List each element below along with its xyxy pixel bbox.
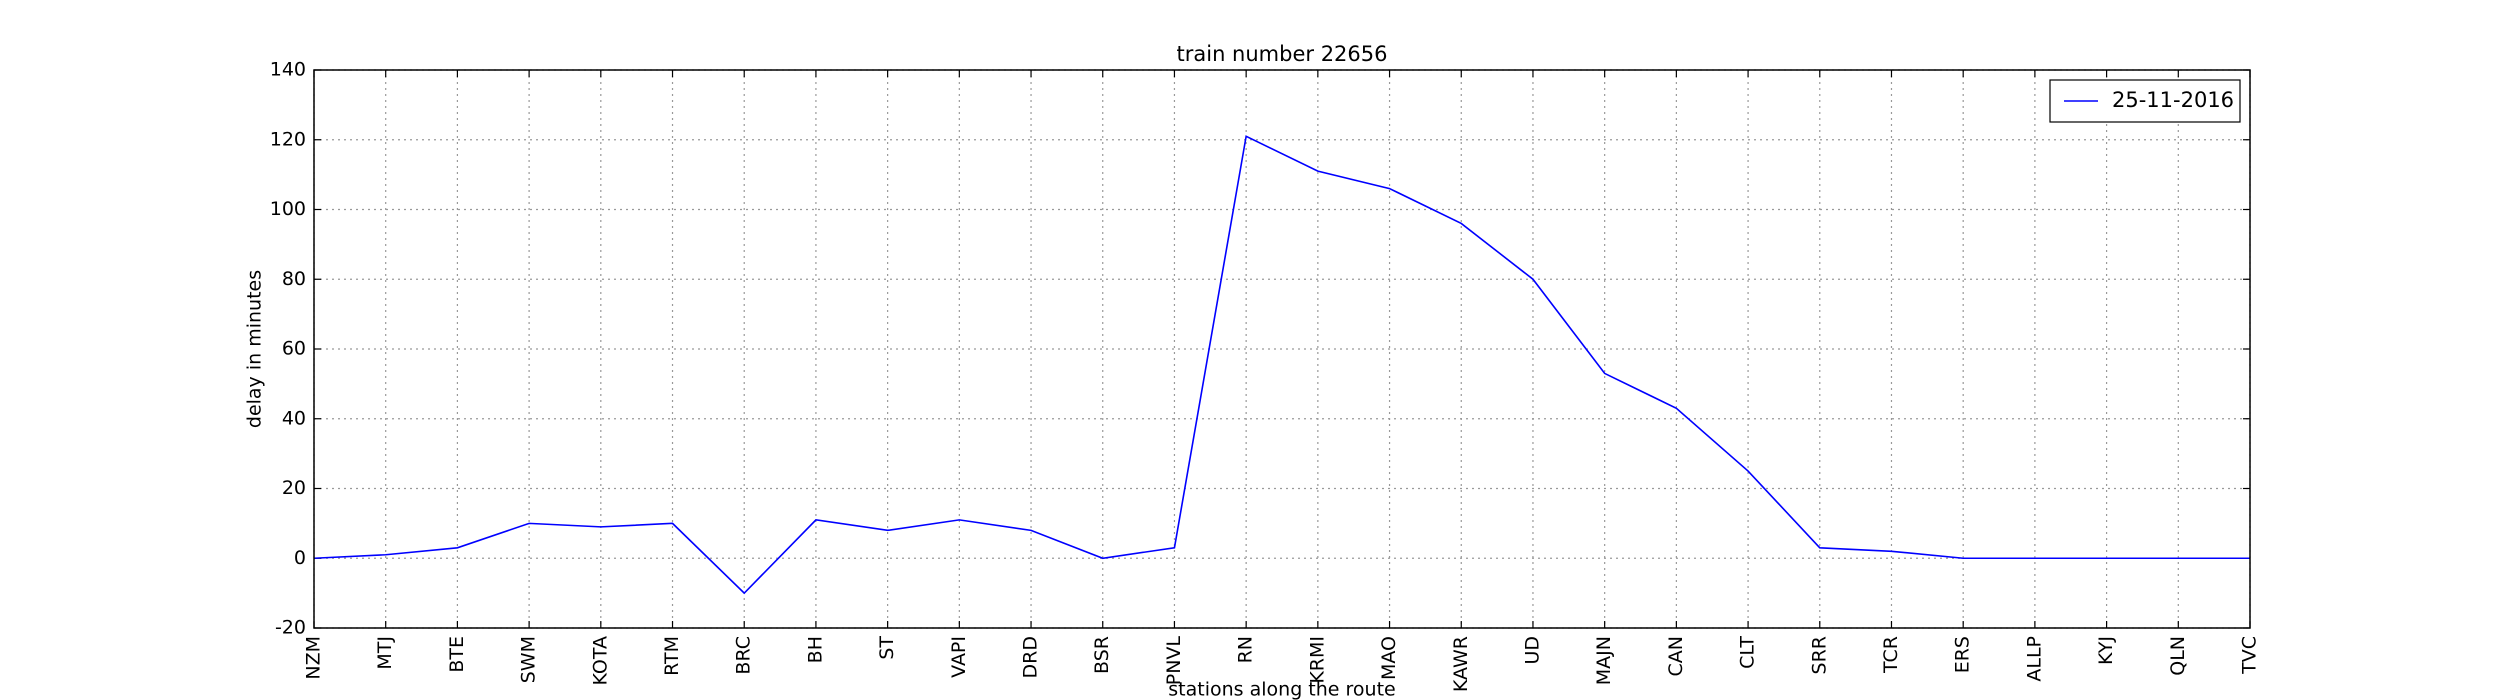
legend-label: 25-11-2016 bbox=[2112, 88, 2234, 112]
x-tick-label: KAWR bbox=[1450, 636, 1472, 692]
x-axis-label: stations along the route bbox=[1168, 679, 1395, 700]
x-tick-label: SWM bbox=[518, 636, 540, 683]
x-tick-label: MAJN bbox=[1593, 636, 1615, 685]
x-tick-label: VAPI bbox=[948, 636, 970, 678]
x-tick-label: ST bbox=[876, 636, 898, 660]
x-tick-label: RN bbox=[1235, 636, 1257, 663]
chart-title: train number 22656 bbox=[1177, 42, 1388, 66]
y-tick-label: 120 bbox=[270, 128, 306, 150]
y-tick-label: 0 bbox=[294, 547, 306, 569]
y-tick-label: 20 bbox=[282, 477, 306, 499]
x-tick-label: BRC bbox=[733, 636, 755, 675]
x-tick-label: BTE bbox=[446, 636, 468, 673]
y-axis-label: delay in minutes bbox=[244, 270, 266, 428]
x-tick-label: UD bbox=[1521, 636, 1543, 665]
x-tick-label: TVC bbox=[2239, 636, 2261, 675]
y-tick-label: 100 bbox=[270, 198, 306, 220]
x-tick-label: CLT bbox=[1737, 636, 1759, 669]
x-tick-label: BH bbox=[804, 636, 826, 663]
x-tick-label: MTJ bbox=[374, 636, 396, 670]
x-tick-label: CAN bbox=[1665, 636, 1687, 676]
y-tick-label: 140 bbox=[270, 59, 306, 81]
x-tick-label: RTM bbox=[661, 636, 683, 676]
y-tick-label: -20 bbox=[275, 617, 306, 639]
x-tick-label: QLN bbox=[2167, 636, 2189, 676]
y-tick-label: 80 bbox=[282, 268, 306, 290]
x-tick-label: KRMI bbox=[1306, 636, 1328, 684]
x-tick-label: ALLP bbox=[2023, 636, 2045, 682]
line-series bbox=[313, 135, 2250, 595]
x-tick-label: SRR bbox=[1808, 636, 1830, 674]
y-tick-label: 40 bbox=[282, 407, 306, 429]
x-tick-label: KOTA bbox=[589, 636, 611, 686]
x-tick-label: BSR bbox=[1091, 636, 1113, 674]
plot-frame bbox=[313, 69, 2251, 629]
x-tick-label: NZM bbox=[303, 636, 325, 680]
x-tick-label: TCR bbox=[1880, 636, 1902, 674]
x-tick-label: DRD bbox=[1020, 636, 1042, 678]
x-tick-label: PNVL bbox=[1163, 636, 1185, 686]
y-tick-label: 60 bbox=[282, 338, 306, 360]
x-tick-label: ERS bbox=[1952, 636, 1974, 673]
x-tick-label: MAO bbox=[1378, 636, 1400, 680]
x-tick-label: KYJ bbox=[2095, 636, 2117, 665]
